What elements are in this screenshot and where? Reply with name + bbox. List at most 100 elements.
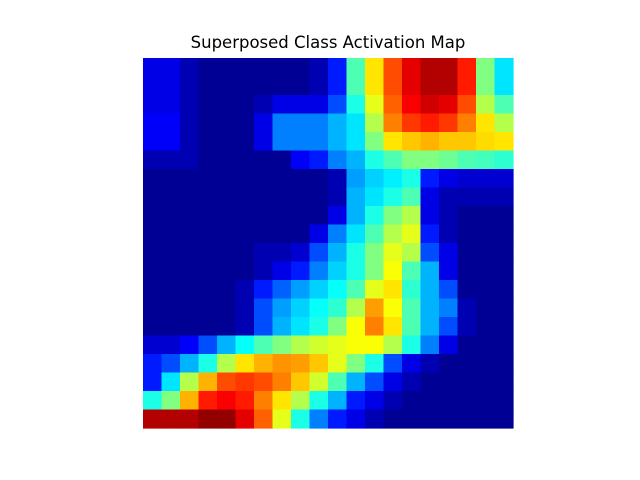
heatmap-cell [365,150,385,170]
heatmap-cell [476,317,496,337]
heatmap-cell [402,132,422,152]
heatmap-cell [143,335,163,355]
heatmap-cell [439,150,459,170]
heatmap-cell [420,187,440,207]
heatmap-cell [180,169,200,189]
heatmap-cell [272,169,292,189]
heatmap-cell [457,317,477,337]
heatmap-cell [457,150,477,170]
heatmap-cell [365,187,385,207]
heatmap-cell [180,95,200,115]
heatmap-cell [309,298,329,318]
heatmap-cell [420,76,440,96]
heatmap-cell [383,58,403,78]
heatmap-cell [235,58,255,78]
heatmap-cell [346,150,366,170]
heatmap-cell [346,391,366,411]
heatmap-cell [476,391,496,411]
heatmap-cell [365,298,385,318]
heatmap-cell [217,206,237,226]
heatmap-cell [494,298,514,318]
heatmap-cell [217,187,237,207]
heatmap-cell [180,187,200,207]
heatmap-cell [346,317,366,337]
heatmap-cell [346,354,366,374]
heatmap-cell [383,409,403,429]
heatmap-cell [235,243,255,263]
heatmap-cell [254,280,274,300]
heatmap-cell [494,243,514,263]
heatmap-cell [254,391,274,411]
heatmap-cell [402,261,422,281]
heatmap-cell [309,150,329,170]
heatmap-cell [143,95,163,115]
heatmap-cell [476,243,496,263]
heatmap-cell [457,372,477,392]
heatmap-cell [383,95,403,115]
heatmap-cell [309,95,329,115]
heatmap-cell [439,261,459,281]
heatmap-cell [457,187,477,207]
heatmap-cell [457,169,477,189]
heatmap-cell [494,95,514,115]
heatmap-cell [235,298,255,318]
heatmap-cell [346,243,366,263]
heatmap-cell [198,113,218,133]
heatmap-cell [272,187,292,207]
heatmap-cell [383,206,403,226]
heatmap-cell [198,372,218,392]
heatmap-cell [254,58,274,78]
heatmap-cell [383,224,403,244]
heatmap-cell [180,335,200,355]
heatmap-cells [143,58,514,429]
heatmap-cell [180,409,200,429]
heatmap-cell [328,58,348,78]
heatmap-cell [254,95,274,115]
heatmap-cell [143,391,163,411]
heatmap-cell [476,95,496,115]
heatmap-cell [346,409,366,429]
heatmap-cell [291,243,311,263]
heatmap-cell [346,132,366,152]
heatmap-cell [272,243,292,263]
heatmap-cell [161,391,181,411]
heatmap-cell [180,113,200,133]
heatmap-cell [420,261,440,281]
heatmap-cell [457,113,477,133]
heatmap-cell [254,243,274,263]
heatmap-cell [291,132,311,152]
heatmap-cell [346,113,366,133]
heatmap-cell [291,298,311,318]
heatmap-cell [291,58,311,78]
heatmap-cell [291,409,311,429]
heatmap-cell [402,150,422,170]
heatmap-cell [309,132,329,152]
heatmap-cell [365,224,385,244]
heatmap-cell [328,354,348,374]
heatmap-cell [180,354,200,374]
heatmap-cell [494,280,514,300]
heatmap-cell [420,95,440,115]
heatmap-cell [328,76,348,96]
heatmap-cell [457,354,477,374]
heatmap-cell [365,280,385,300]
heatmap-cell [254,317,274,337]
heatmap-cell [180,150,200,170]
heatmap-cell [420,317,440,337]
heatmap-cell [143,132,163,152]
heatmap-cell [457,261,477,281]
heatmap-cell [309,317,329,337]
heatmap-cell [161,372,181,392]
heatmap-cell [198,187,218,207]
heatmap-cell [291,372,311,392]
heatmap-cell [254,409,274,429]
heatmap-cell [383,354,403,374]
heatmap-cell [143,409,163,429]
heatmap-cell [143,298,163,318]
heatmap-cell [439,113,459,133]
heatmap-cell [272,76,292,96]
heatmap-cell [309,280,329,300]
heatmap-cell [476,354,496,374]
heatmap-cell [457,95,477,115]
heatmap-cell [161,58,181,78]
